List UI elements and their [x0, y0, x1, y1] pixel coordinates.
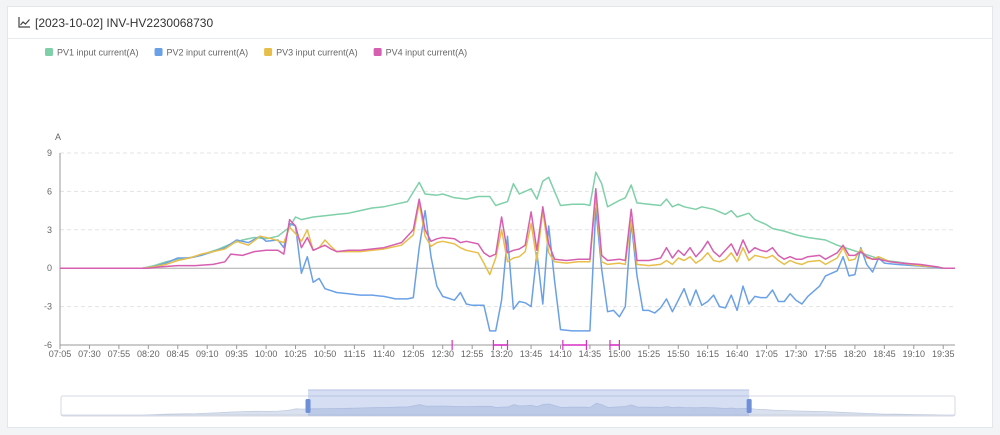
zoom-overview-area — [61, 402, 955, 416]
y-tick-label: 0 — [47, 263, 52, 273]
x-tick-label: 11:40 — [373, 349, 395, 359]
legend-entry[interactable]: PV4 input current(A) — [386, 48, 468, 58]
y-axis-label: A — [55, 132, 61, 142]
x-tick-label: 15:25 — [638, 349, 661, 359]
series-line-pv3 — [60, 195, 955, 276]
series-line-pv1 — [60, 171, 955, 269]
x-tick-label: 14:10 — [549, 349, 572, 359]
x-tick-label: 17:55 — [814, 349, 837, 359]
x-tick-label: 12:05 — [402, 349, 425, 359]
x-tick-label: 18:20 — [844, 349, 867, 359]
x-tick-label: 07:30 — [78, 349, 101, 359]
x-tick-label: 09:10 — [196, 349, 219, 359]
card-header: [2023-10-02] INV-HV2230068730 — [8, 7, 992, 39]
x-tick-label: 11:15 — [343, 349, 365, 359]
x-tick-label: 19:35 — [932, 349, 955, 359]
x-tick-label: 09:35 — [225, 349, 248, 359]
legend-entry[interactable]: PV3 input current(A) — [276, 48, 358, 58]
x-tick-label: 13:45 — [520, 349, 543, 359]
y-tick-label: -3 — [44, 302, 52, 312]
x-tick-label: 16:40 — [726, 349, 749, 359]
series-line-pv2 — [60, 207, 955, 332]
legend-entry[interactable]: PV1 input current(A) — [57, 48, 139, 58]
x-tick-label: 07:55 — [108, 349, 131, 359]
y-tick-label: 6 — [47, 186, 52, 196]
x-tick-label: 07:05 — [49, 349, 72, 359]
legend-swatch — [373, 48, 382, 56]
x-tick-label: 12:30 — [431, 349, 454, 359]
chart-card: [2023-10-02] INV-HV2230068730 — [7, 6, 993, 428]
x-tick-label: 14:35 — [579, 349, 602, 359]
x-tick-label: 15:00 — [608, 349, 631, 359]
line-chart-icon — [18, 17, 30, 28]
y-tick-label: 3 — [47, 225, 52, 235]
legend-swatch — [154, 48, 163, 56]
series-line-pv4 — [60, 188, 955, 269]
zoom-selection[interactable] — [308, 390, 750, 416]
x-tick-label: 10:50 — [314, 349, 337, 359]
y-tick-label: 9 — [47, 148, 52, 158]
x-tick-label: 19:10 — [903, 349, 926, 359]
x-tick-label: 12:55 — [461, 349, 484, 359]
x-tick-label: 15:50 — [667, 349, 690, 359]
legend-swatch — [45, 48, 53, 56]
x-tick-label: 10:25 — [284, 349, 307, 359]
x-tick-label: 17:05 — [755, 349, 778, 359]
y-tick-label: -6 — [44, 340, 52, 350]
zoom-handle-start[interactable] — [305, 399, 311, 413]
legend-entry[interactable]: PV2 input current(A) — [167, 48, 249, 58]
x-tick-label: 13:20 — [490, 349, 513, 359]
x-tick-label: 17:30 — [785, 349, 808, 359]
x-tick-label: 16:15 — [696, 349, 719, 359]
x-tick-label: 08:20 — [137, 349, 160, 359]
legend-swatch — [264, 48, 273, 56]
x-tick-label: 18:45 — [873, 349, 896, 359]
x-tick-label: 10:00 — [255, 349, 278, 359]
zoom-handle-end[interactable] — [746, 399, 752, 413]
x-tick-label: 08:45 — [166, 349, 189, 359]
page-title: [2023-10-02] INV-HV2230068730 — [35, 15, 214, 30]
